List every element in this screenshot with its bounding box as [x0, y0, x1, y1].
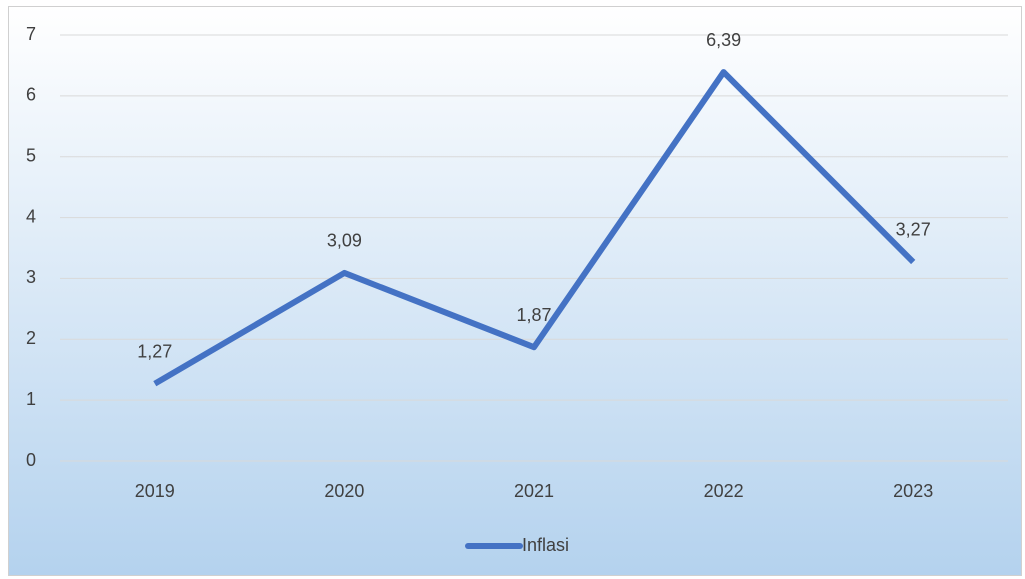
x-tick-label: 2019	[135, 481, 175, 501]
data-label: 6,39	[706, 30, 741, 50]
data-label: 1,27	[137, 341, 172, 361]
data-label: 3,27	[896, 220, 931, 240]
y-tick-label: 6	[26, 85, 36, 105]
y-tick-label: 2	[26, 328, 36, 348]
x-tick-label: 2020	[324, 481, 364, 501]
y-tick-label: 1	[26, 389, 36, 409]
y-tick-label: 3	[26, 267, 36, 287]
data-label: 3,09	[327, 231, 362, 251]
y-tick-label: 7	[26, 24, 36, 44]
x-tick-label: 2022	[704, 481, 744, 501]
chart-background	[8, 6, 1022, 576]
data-label: 1,87	[516, 305, 551, 325]
x-tick-label: 2023	[893, 481, 933, 501]
y-tick-label: 5	[26, 145, 36, 165]
legend-label: Inflasi	[522, 535, 569, 555]
x-tick-label: 2021	[514, 481, 554, 501]
y-tick-label: 0	[26, 450, 36, 470]
y-tick-label: 4	[26, 206, 36, 226]
data-line	[153, 69, 916, 387]
